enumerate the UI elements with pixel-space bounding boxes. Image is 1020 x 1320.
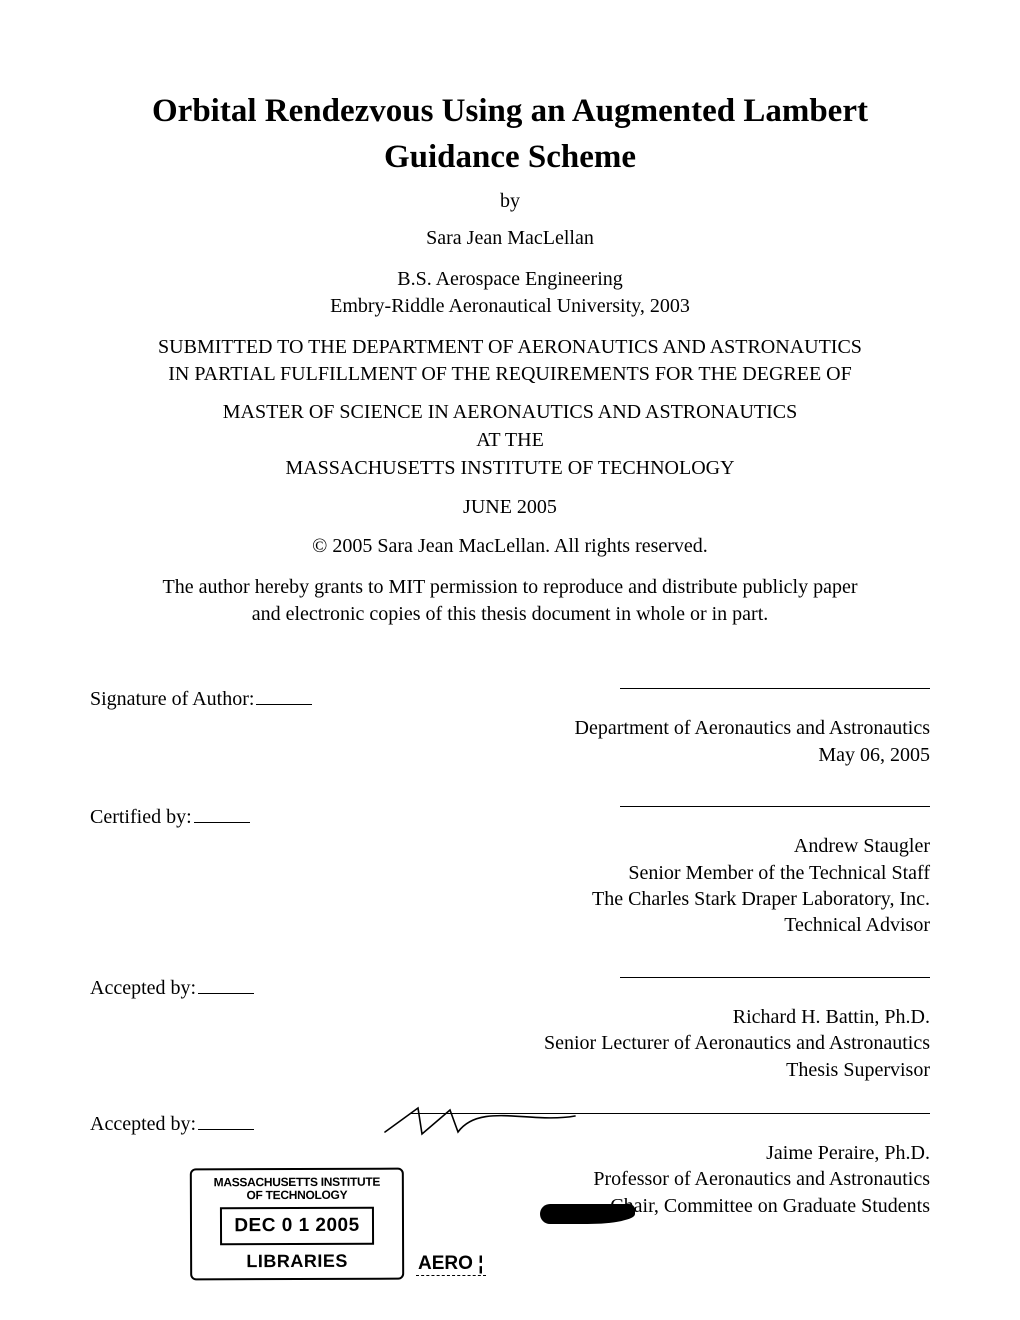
previous-degree-block: B.S. Aerospace Engineering Embry-Riddle … xyxy=(90,266,930,320)
sig1-line1: Department of Aeronautics and Astronauti… xyxy=(90,715,930,741)
aero-label: AERO xyxy=(418,1253,473,1274)
submitted-block: SUBMITTED TO THE DEPARTMENT OF AERONAUTI… xyxy=(90,334,930,388)
aero-stamp: AERO ¦ xyxy=(416,1253,486,1276)
degree-line-3: MASSACHUSETTS INSTITUTE OF TECHNOLOGY xyxy=(90,454,930,482)
sig2-line3: The Charles Stark Draper Laboratory, Inc… xyxy=(90,886,930,912)
signature-rule xyxy=(620,806,930,807)
thesis-title: Orbital Rendezvous Using an Augmented La… xyxy=(90,88,930,180)
certified-by-block: Certified by: Andrew Staugler Senior Mem… xyxy=(90,806,930,939)
redaction-mark xyxy=(540,1204,635,1224)
sig3-line2: Senior Lecturer of Aeronautics and Astro… xyxy=(90,1030,930,1056)
stamp-top-line2: OF TECHNOLOGY xyxy=(202,1188,392,1201)
previous-school: Embry-Riddle Aeronautical University, 20… xyxy=(90,293,930,320)
sig2-line2: Senior Member of the Technical Staff xyxy=(90,860,930,886)
sig3-line1: Richard H. Battin, Ph.D. xyxy=(90,1004,930,1030)
author-name: Sara Jean MacLellan xyxy=(90,227,930,250)
thesis-date: JUNE 2005 xyxy=(90,496,930,519)
degree-block: MASTER OF SCIENCE IN AERONAUTICS AND AST… xyxy=(90,398,930,482)
accepted-by-block-1: Accepted by: Richard H. Battin, Ph.D. Se… xyxy=(90,977,930,1083)
accepted-by-label-2: Accepted by: xyxy=(90,1113,254,1135)
title-line-1: Orbital Rendezvous Using an Augmented La… xyxy=(90,88,930,134)
previous-degree: B.S. Aerospace Engineering xyxy=(90,266,930,293)
certified-by-details: Andrew Staugler Senior Member of the Tec… xyxy=(90,833,930,939)
signature-squiggle xyxy=(380,1104,580,1138)
permission-line-1: The author hereby grants to MIT permissi… xyxy=(90,574,930,601)
submitted-line-2: IN PARTIAL FULFILLMENT OF THE REQUIREMEN… xyxy=(90,361,930,388)
sig2-line1: Andrew Staugler xyxy=(90,833,930,859)
sig3-line3: Thesis Supervisor xyxy=(90,1057,930,1083)
sig1-line2: May 06, 2005 xyxy=(90,742,930,768)
signature-rule xyxy=(620,688,930,689)
sig4-line1: Jaime Peraire, Ph.D. xyxy=(90,1140,930,1166)
title-line-2: Guidance Scheme xyxy=(90,134,930,180)
accepted-by-label-1: Accepted by: xyxy=(90,977,254,999)
degree-line-2: AT THE xyxy=(90,426,930,454)
permission-line-2: and electronic copies of this thesis doc… xyxy=(90,601,930,628)
sig2-line4: Technical Advisor xyxy=(90,912,930,938)
signature-author-block: Signature of Author: Department of Aeron… xyxy=(90,688,930,768)
certified-by-label: Certified by: xyxy=(90,806,250,828)
copyright-line: © 2005 Sara Jean MacLellan. All rights r… xyxy=(90,535,930,558)
signature-rule xyxy=(620,977,930,978)
submitted-line-1: SUBMITTED TO THE DEPARTMENT OF AERONAUTI… xyxy=(90,334,930,361)
library-stamp: MASSACHUSETTS INSTITUTE OF TECHNOLOGY DE… xyxy=(190,1168,404,1280)
accepted-by-1-details: Richard H. Battin, Ph.D. Senior Lecturer… xyxy=(90,1004,930,1083)
signature-author-label: Signature of Author: xyxy=(90,688,312,710)
stamp-top-line1: MASSACHUSETTS INSTITUTE xyxy=(202,1175,392,1188)
permission-block: The author hereby grants to MIT permissi… xyxy=(90,574,930,628)
stamp-bottom: LIBRARIES xyxy=(202,1251,392,1273)
thesis-title-page: Orbital Rendezvous Using an Augmented La… xyxy=(0,0,1020,1320)
degree-line-1: MASTER OF SCIENCE IN AERONAUTICS AND AST… xyxy=(90,398,930,426)
by-label: by xyxy=(90,190,930,213)
signature-author-details: Department of Aeronautics and Astronauti… xyxy=(90,715,930,768)
stamp-date: DEC 0 1 2005 xyxy=(220,1207,374,1246)
